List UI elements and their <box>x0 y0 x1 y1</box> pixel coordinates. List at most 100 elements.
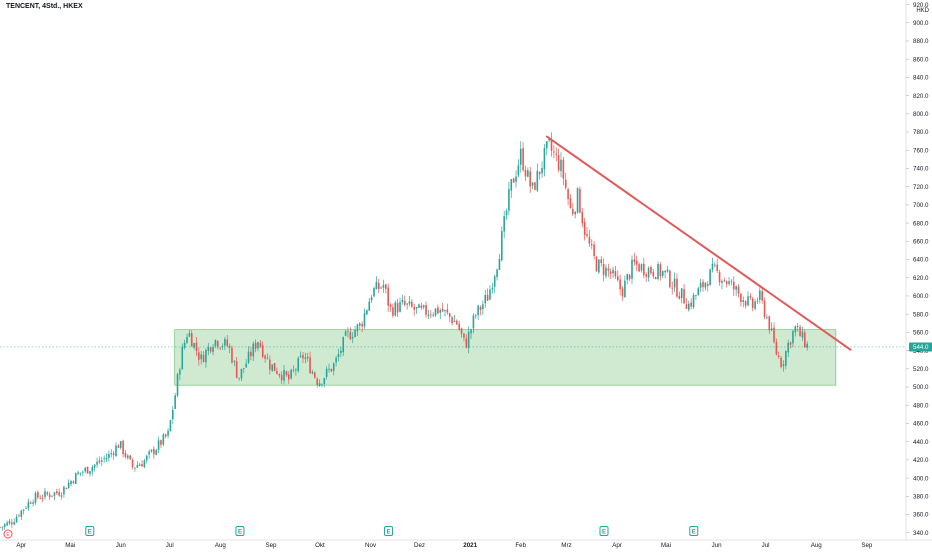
candle-body <box>77 472 79 475</box>
candle-body <box>470 329 472 334</box>
candle-body <box>6 522 8 526</box>
earnings-marker-label: E <box>692 530 696 536</box>
candle-body <box>321 384 323 385</box>
y-tick-label: 560.0 <box>913 330 929 337</box>
earnings-marker-label: E <box>602 530 606 536</box>
candle-body <box>590 244 593 246</box>
candle-body <box>74 473 77 485</box>
candle-body <box>422 305 425 308</box>
candle-body <box>425 304 427 315</box>
candle-body <box>605 267 607 277</box>
candle-body <box>250 351 252 357</box>
y-tick-label: 360.0 <box>913 512 929 519</box>
candle-body <box>311 371 314 374</box>
candle-body <box>25 507 27 509</box>
candle-body <box>56 491 58 493</box>
candle-body <box>186 336 188 343</box>
candle-body <box>543 148 546 170</box>
start-marker-circle <box>3 529 13 539</box>
candle-body <box>48 494 51 497</box>
candle-body <box>569 198 572 209</box>
candle-body <box>673 278 676 288</box>
candle-body <box>41 497 44 499</box>
candle-body <box>564 179 567 188</box>
candle-body <box>505 210 508 216</box>
candle-body <box>13 522 16 525</box>
candle-body <box>65 487 68 490</box>
candle-body <box>796 325 799 327</box>
candle-body <box>131 459 134 468</box>
candle-body <box>202 354 205 362</box>
candle-body <box>491 287 494 290</box>
candle-body <box>456 320 458 325</box>
candle-body <box>271 364 274 371</box>
candle-body <box>299 355 302 357</box>
candle-body <box>63 486 65 495</box>
earnings-marker-icon: E <box>235 526 245 536</box>
candle-body <box>777 355 780 357</box>
y-tick-label: 640.0 <box>913 257 929 264</box>
candle-body <box>429 314 432 316</box>
candle-body <box>190 333 193 347</box>
candle-body <box>79 472 82 474</box>
candle-body <box>309 357 311 374</box>
candle-body <box>482 304 484 309</box>
candle-body <box>437 307 439 314</box>
x-tick-label: Sep <box>861 542 873 549</box>
candle-body <box>635 260 638 265</box>
candle-body <box>401 299 404 303</box>
candle-body <box>754 301 756 309</box>
candle-body <box>34 493 37 503</box>
candle-body <box>782 364 785 366</box>
candle-body <box>645 274 647 277</box>
y-tick-label: 920.0 <box>913 2 929 9</box>
candle-body <box>446 309 449 313</box>
candle-body <box>205 350 207 363</box>
candle-body <box>233 361 236 363</box>
candle-body <box>775 341 778 355</box>
candle-body <box>287 374 290 380</box>
y-tick-label: 480.0 <box>913 402 929 409</box>
candle-body <box>337 354 340 358</box>
candle-body <box>351 337 354 339</box>
candle-body <box>356 324 359 332</box>
candle-body <box>280 375 283 381</box>
candle-body <box>756 301 759 302</box>
earnings-marker-box <box>85 526 95 536</box>
x-tick-label: Nov <box>365 542 377 549</box>
candle-body <box>439 310 442 313</box>
candle-body <box>134 467 136 469</box>
candle-body <box>392 307 394 316</box>
candle-body <box>519 148 522 165</box>
candle-body <box>283 369 285 381</box>
candle-body <box>358 323 361 326</box>
candle-body <box>373 287 375 297</box>
candle-body <box>676 278 678 297</box>
candle-body <box>266 358 269 360</box>
y-tick-label: 600.0 <box>913 293 929 300</box>
candle-body <box>612 269 614 274</box>
x-tick-label: Aug <box>215 542 227 549</box>
start-marker-icon: E <box>3 529 13 539</box>
candle-body <box>292 369 295 371</box>
candle-body <box>145 455 148 461</box>
candle-body <box>212 347 214 352</box>
candle-body <box>174 395 176 409</box>
y-tick-label: 700.0 <box>913 202 929 209</box>
candle-body <box>794 326 797 333</box>
candle-body <box>273 363 276 372</box>
candle-body <box>479 306 482 310</box>
y-tick-label: 800.0 <box>913 111 929 118</box>
candle-body <box>522 148 524 171</box>
candle-body <box>276 370 278 374</box>
candle-body <box>164 434 167 437</box>
y-tick-label: 460.0 <box>913 421 929 428</box>
candle-body <box>728 281 730 285</box>
candle-body <box>444 310 446 312</box>
x-tick-label: Okt <box>315 542 325 549</box>
candle-body <box>702 281 704 288</box>
candle-body <box>595 257 598 272</box>
candle-body <box>770 328 773 331</box>
